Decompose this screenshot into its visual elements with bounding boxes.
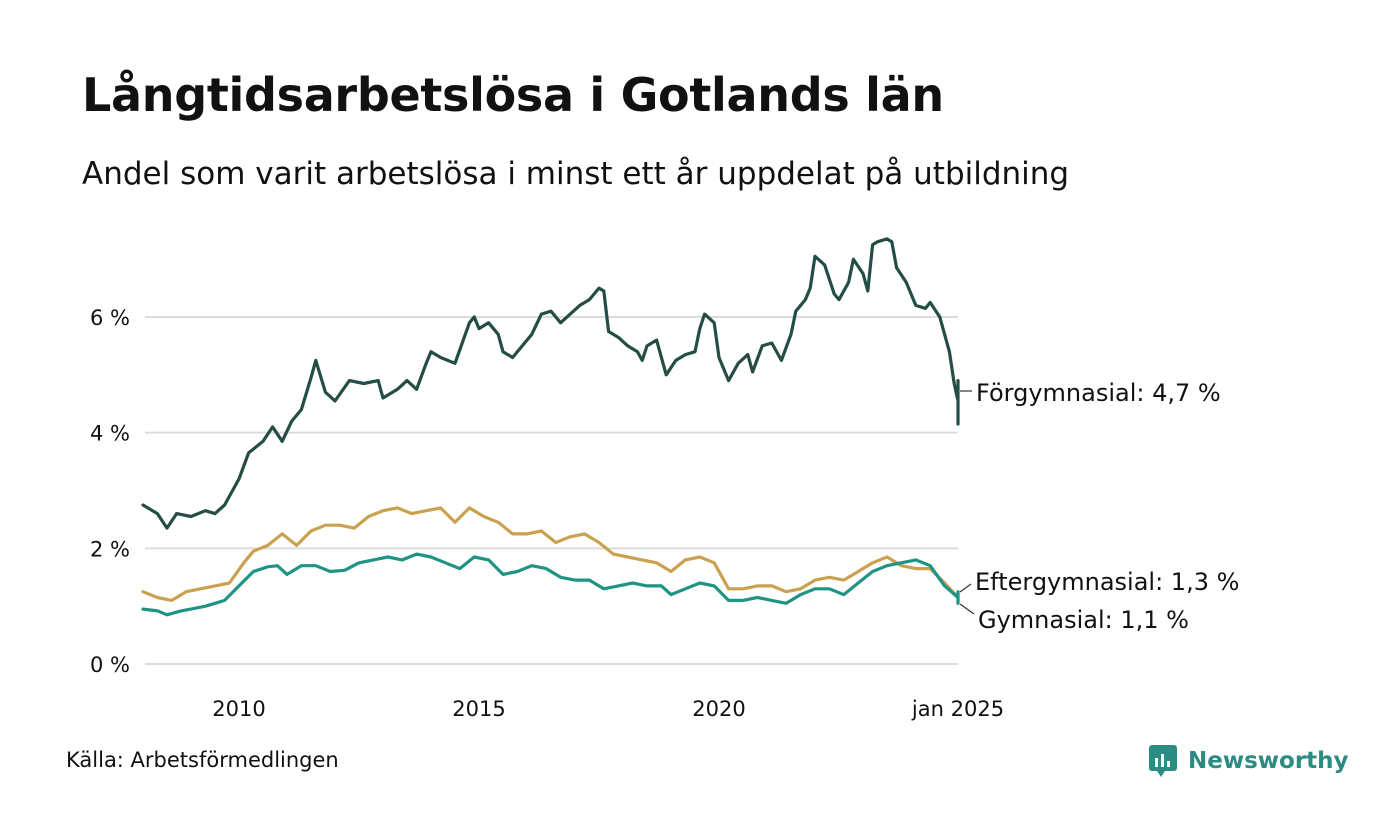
- y-axis-ticks: 0 % 2 % 4 % 6 %: [90, 306, 130, 677]
- x-tick-label: 2015: [452, 697, 505, 721]
- y-tick-label: 2 %: [90, 537, 130, 561]
- chart-title: Långtidsarbetslösa i Gotlands län: [82, 68, 944, 122]
- chart-subtitle: Andel som varit arbetslösa i minst ett å…: [82, 156, 1070, 192]
- source-note: Källa: Arbetsförmedlingen: [66, 748, 339, 772]
- end-label-eftergymnasial: Eftergymnasial: 1,3 %: [975, 568, 1239, 596]
- y-tick-label: 0 %: [90, 653, 130, 677]
- series-line-eftergymnasial: [141, 552, 960, 617]
- brand-name: Newsworthy: [1188, 748, 1349, 774]
- end-label-forgymnasial: Förgymnasial: 4,7 %: [976, 379, 1221, 407]
- series-lines: [141, 237, 960, 617]
- x-tick-label: 2020: [692, 697, 745, 721]
- x-tick-label: jan 2025: [911, 697, 1004, 721]
- series-line-gymnasial: [141, 506, 960, 605]
- x-tick-label: 2010: [212, 697, 265, 721]
- series-line-forgymnasial: [141, 237, 960, 530]
- y-tick-label: 6 %: [90, 306, 130, 330]
- brand-logo[interactable]: Newsworthy: [1148, 744, 1349, 778]
- end-label-leader-eftergymnasial: [959, 583, 972, 593]
- y-tick-label: 4 %: [90, 422, 130, 446]
- x-axis-ticks: 2010 2015 2020 jan 2025: [212, 697, 1004, 721]
- end-label-leader-gymnasial: [959, 603, 975, 615]
- end-label-gymnasial: Gymnasial: 1,1 %: [978, 606, 1189, 634]
- grid-lines: [145, 316, 958, 665]
- newsworthy-icon: [1149, 745, 1177, 777]
- end-labels: Förgymnasial: 4,7 % Eftergymnasial: 1,3 %…: [959, 379, 1239, 634]
